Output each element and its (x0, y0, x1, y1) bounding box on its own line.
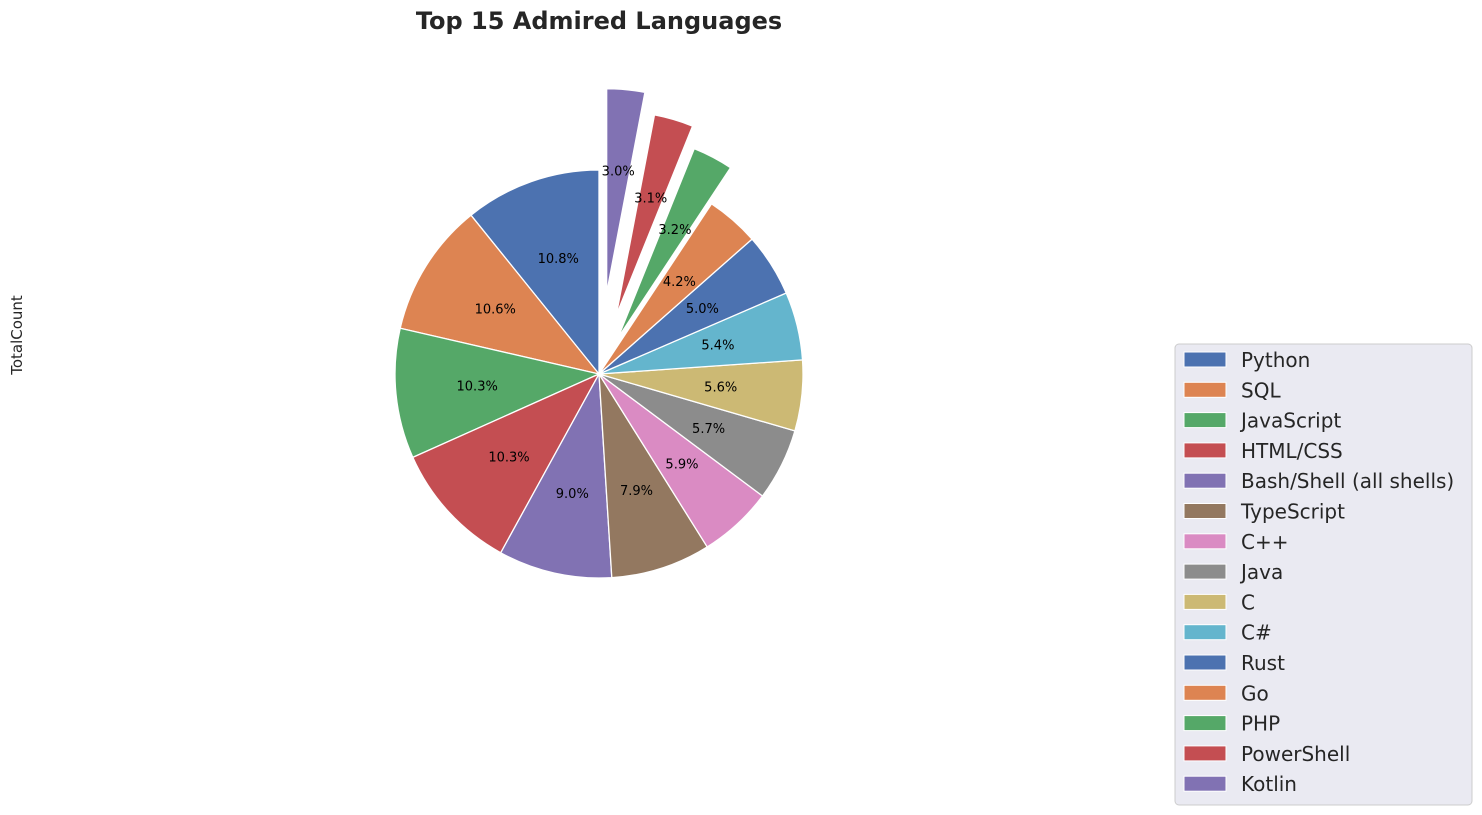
legend-label: JavaScript (1239, 409, 1341, 433)
pie-percent-label: 5.0% (686, 302, 719, 317)
pie-percent-label: 5.9% (665, 458, 698, 473)
pie-percent-label: 10.3% (488, 450, 529, 465)
pie-slice-sql (399, 214, 600, 375)
legend-label: Python (1241, 348, 1310, 372)
pie-slice-html-css (412, 373, 600, 554)
legend-swatch (1183, 684, 1227, 701)
pie-percent-label: 10.8% (538, 252, 579, 267)
pie-percent-label: 10.3% (457, 379, 498, 394)
pie-percent-label: 5.6% (704, 381, 737, 396)
legend-label: Go (1241, 681, 1269, 705)
legend-label: TypeScript (1240, 500, 1345, 524)
pie-percent-label: 3.2% (658, 223, 691, 238)
legend-label: C (1241, 590, 1255, 614)
legend-label: Bash/Shell (all shells) (1241, 469, 1454, 493)
legend-swatch (1183, 503, 1227, 519)
legend-swatch (1183, 472, 1227, 489)
pie-slice-typescript (598, 373, 708, 579)
legend-label: SQL (1241, 378, 1281, 402)
legend-label: C++ (1241, 530, 1288, 554)
pie-slice-go (598, 203, 753, 375)
pie-slice-javascript (394, 327, 600, 459)
pie-percent-label: 7.9% (620, 484, 653, 499)
pie-percent-label: 5.4% (701, 339, 734, 354)
pie-percent-label: 10.6% (475, 303, 516, 318)
legend: Python SQL JavaScript HTML/CSS Bash/Shell (a… (1174, 343, 1473, 806)
legend-label: PHP (1241, 712, 1280, 736)
legend-swatch (1183, 442, 1227, 459)
pie-percent-label: 9.0% (556, 487, 589, 502)
legend-swatch (1183, 624, 1227, 641)
legend-swatch (1183, 775, 1227, 792)
pie-percent-label: 3.0% (602, 164, 635, 179)
legend-swatch (1183, 412, 1227, 429)
pie-percent-labels: 10.8% 10.6% 10.3% 10.3% 9.0% 7.9% 5.9% 5.7% 5.6%… (457, 164, 738, 502)
legend-swatch (1183, 533, 1227, 550)
legend-swatch (1183, 654, 1227, 671)
legend-box (1174, 343, 1473, 806)
legend-swatch (1183, 715, 1227, 732)
legend-swatch (1183, 593, 1227, 610)
pie-slices (394, 88, 804, 579)
legend-label: HTML/CSS (1241, 439, 1343, 463)
pie-slice-powershell (615, 114, 694, 316)
pie-percent-label: 4.2% (663, 275, 696, 290)
legend-swatch (1183, 563, 1227, 580)
pie-slice-python (470, 169, 600, 375)
legend-swatch (1183, 351, 1227, 368)
pie-percent-label: 3.1% (634, 191, 667, 206)
legend-swatch (1183, 381, 1227, 398)
legend-label: Java (1239, 560, 1283, 584)
pie-percent-label: 5.7% (692, 422, 725, 437)
y-axis-label: TotalCount (8, 295, 26, 376)
chart-title: Top 15 Admired Languages (416, 7, 782, 35)
pie-slice-php (617, 148, 732, 339)
legend-label: Kotlin (1241, 772, 1297, 796)
pie-slice-kotlin (606, 88, 646, 294)
pie-slice-bash-shell-all-shells- (500, 373, 613, 579)
legend-label: Rust (1241, 651, 1285, 675)
legend-swatch (1183, 745, 1227, 762)
legend-label: C# (1241, 621, 1272, 645)
legend-label: PowerShell (1241, 742, 1350, 766)
